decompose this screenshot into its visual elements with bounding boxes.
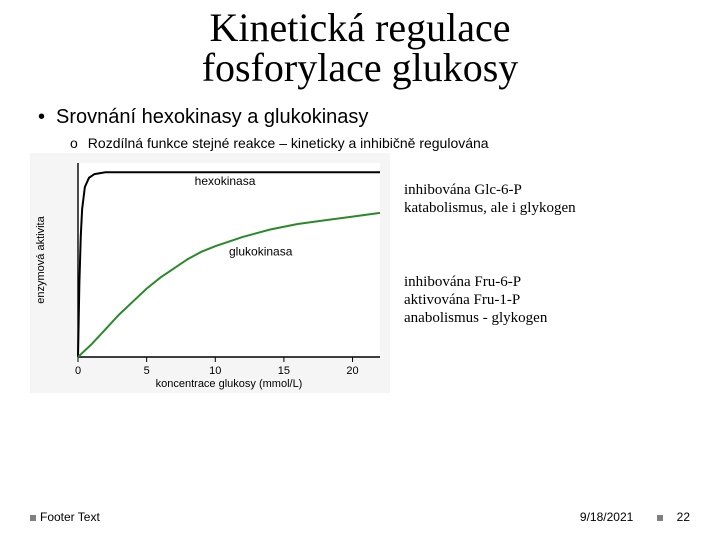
annotations: inhibována Glc-6-P katabolismus, ale i g… <box>404 153 690 383</box>
slide-footer: Footer Text 9/18/2021 22 <box>30 510 690 524</box>
footer-left: Footer Text <box>30 510 100 524</box>
footer-bullet-icon <box>30 515 36 521</box>
note2-l3: anabolismus - glykogen <box>404 309 690 327</box>
svg-text:20: 20 <box>346 365 358 377</box>
footer-right: 9/18/2021 22 <box>570 510 690 524</box>
bullet-main-text: Srovnání hexokinasy a glukokinasy <box>56 106 368 128</box>
note1-l1: inhibována Glc-6-P <box>404 181 690 199</box>
note-glucokinase: inhibována Fru-6-P aktivována Fru-1-P an… <box>404 273 690 327</box>
title-line2: fosforylace glukosy <box>202 45 519 90</box>
chart-svg: 0 5 10 15 20 koncentrace glukosy (mmol/L) enzy… <box>30 153 390 393</box>
bullet-circle-icon: o <box>70 135 78 151</box>
svg-text:glukokinasa: glukokinasa <box>229 245 293 259</box>
title-line1: Kinetická regulace <box>210 5 511 50</box>
footer-date: 9/18/2021 <box>580 510 633 524</box>
svg-text:5: 5 <box>144 365 150 377</box>
note-hexokinase: inhibována Glc-6-P katabolismus, ale i g… <box>404 181 690 217</box>
footer-page: 22 <box>677 510 690 524</box>
bullet-main: • Srovnání hexokinasy a glukokinasy <box>38 106 690 129</box>
svg-text:koncentrace glukosy (mmol/L): koncentrace glukosy (mmol/L) <box>156 378 303 390</box>
footer-text: Footer Text <box>40 510 100 524</box>
note1-l2: katabolismus, ale i glykogen <box>404 199 690 217</box>
svg-text:15: 15 <box>278 365 290 377</box>
bullet-sub-text: Rozdílná funkce stejné reakce – kinetick… <box>88 135 489 151</box>
slide-title: Kinetická regulace fosforylace glukosy <box>30 8 690 88</box>
svg-text:hexokinasa: hexokinasa <box>195 174 256 188</box>
svg-text:10: 10 <box>209 365 221 377</box>
bullet-dot-icon: • <box>38 106 44 129</box>
enzyme-chart: 0 5 10 15 20 koncentrace glukosy (mmol/L) enzy… <box>30 153 390 398</box>
svg-text:0: 0 <box>75 365 81 377</box>
note2-l1: inhibována Fru-6-P <box>404 273 690 291</box>
footer-bullet-icon-2 <box>657 515 663 521</box>
svg-text:enzymová aktivita: enzymová aktivita <box>35 216 47 304</box>
bullet-sub: o Rozdílná funkce stejné reakce – kinetic… <box>70 135 690 151</box>
note2-l2: aktivována Fru-1-P <box>404 291 690 309</box>
